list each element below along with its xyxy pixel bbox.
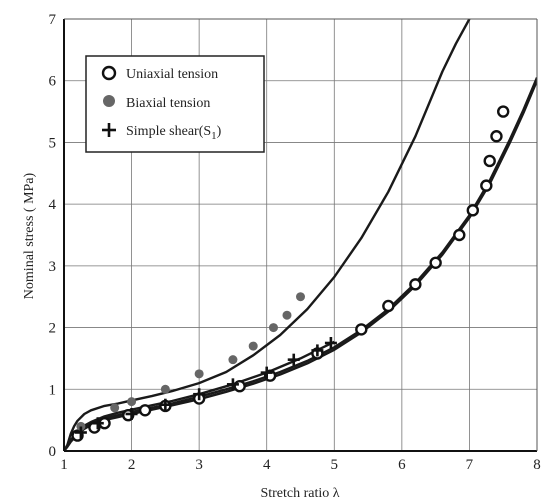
shear-point-5 [226, 378, 239, 391]
legend-label-biaxial: Biaxial tension [126, 96, 210, 111]
shear-point-1 [91, 417, 104, 430]
biaxial-point-5 [228, 355, 238, 365]
biaxial-point-4 [194, 369, 204, 379]
uniaxial-point-15 [466, 204, 480, 217]
x-tick-label-2: 3 [195, 457, 203, 473]
x-tick-label-5: 6 [398, 457, 406, 473]
uniaxial-point-18 [490, 130, 503, 143]
biaxial-point-0 [76, 421, 86, 431]
uniaxial-point-4 [138, 404, 152, 417]
y-tick-label-4: 4 [49, 197, 57, 213]
x-tick-label-0: 1 [60, 457, 68, 473]
uniaxial-point-14 [453, 228, 466, 242]
shear-point-2 [125, 407, 138, 420]
biaxial-point-2 [127, 397, 137, 407]
biaxial-point-1 [110, 403, 120, 413]
shear-point-7 [287, 353, 300, 366]
x-tick-label-6: 7 [466, 457, 474, 473]
y-tick-label-6: 6 [49, 74, 57, 90]
uniaxial-point-12 [409, 278, 422, 291]
biaxial-point-9 [296, 292, 305, 302]
x-axis-title: Stretch ratio λ [260, 486, 339, 501]
legend-marker-biaxial [103, 95, 115, 107]
uniaxial-point-10 [355, 323, 368, 336]
shear-point-0 [74, 426, 87, 439]
biaxial-point-7 [268, 323, 278, 333]
x-tick-label-7: 8 [533, 457, 541, 473]
legend-marker-shear [102, 123, 116, 137]
x-tick-label-4: 5 [331, 457, 339, 473]
shear-point-6 [260, 366, 273, 379]
data-markers [71, 105, 510, 442]
uniaxial-point-19 [497, 105, 510, 118]
y-tick-label-3: 3 [49, 259, 57, 275]
shear-point-8 [311, 344, 324, 357]
legend-label-shear: Simple shear(S1) [126, 124, 222, 142]
legend: Uniaxial tension Biaxial tension Simple … [85, 55, 265, 153]
shear-point-4 [193, 388, 206, 401]
y-tick-label-2: 2 [49, 321, 57, 337]
legend-label-uniaxial: Uniaxial tension [126, 67, 218, 82]
y-tick-label-7: 7 [49, 12, 57, 28]
uniaxial-point-17 [483, 154, 496, 168]
grid [63, 18, 538, 452]
axes [63, 18, 538, 452]
y-axis-title: Nominal stress ( MPa) [22, 172, 37, 299]
y-tick-label-5: 5 [49, 135, 57, 151]
biaxial-point-8 [282, 310, 292, 320]
legend-marker-uniaxial [101, 65, 117, 81]
biaxial-point-6 [248, 341, 258, 351]
shear-point-9 [324, 337, 337, 349]
uniaxial-point-11 [382, 299, 395, 313]
uniaxial-point-13 [429, 256, 442, 269]
model-curve-0 [64, 19, 471, 451]
uniaxial-point-7 [233, 380, 246, 393]
biaxial-point-3 [160, 384, 170, 394]
x-tick-label-1: 2 [128, 457, 136, 473]
x-tick-label-3: 4 [263, 457, 271, 473]
uniaxial-point-16 [480, 179, 493, 192]
y-tick-label-0: 0 [49, 444, 57, 460]
y-tick-label-1: 1 [49, 382, 57, 398]
shear-point-3 [159, 398, 172, 411]
